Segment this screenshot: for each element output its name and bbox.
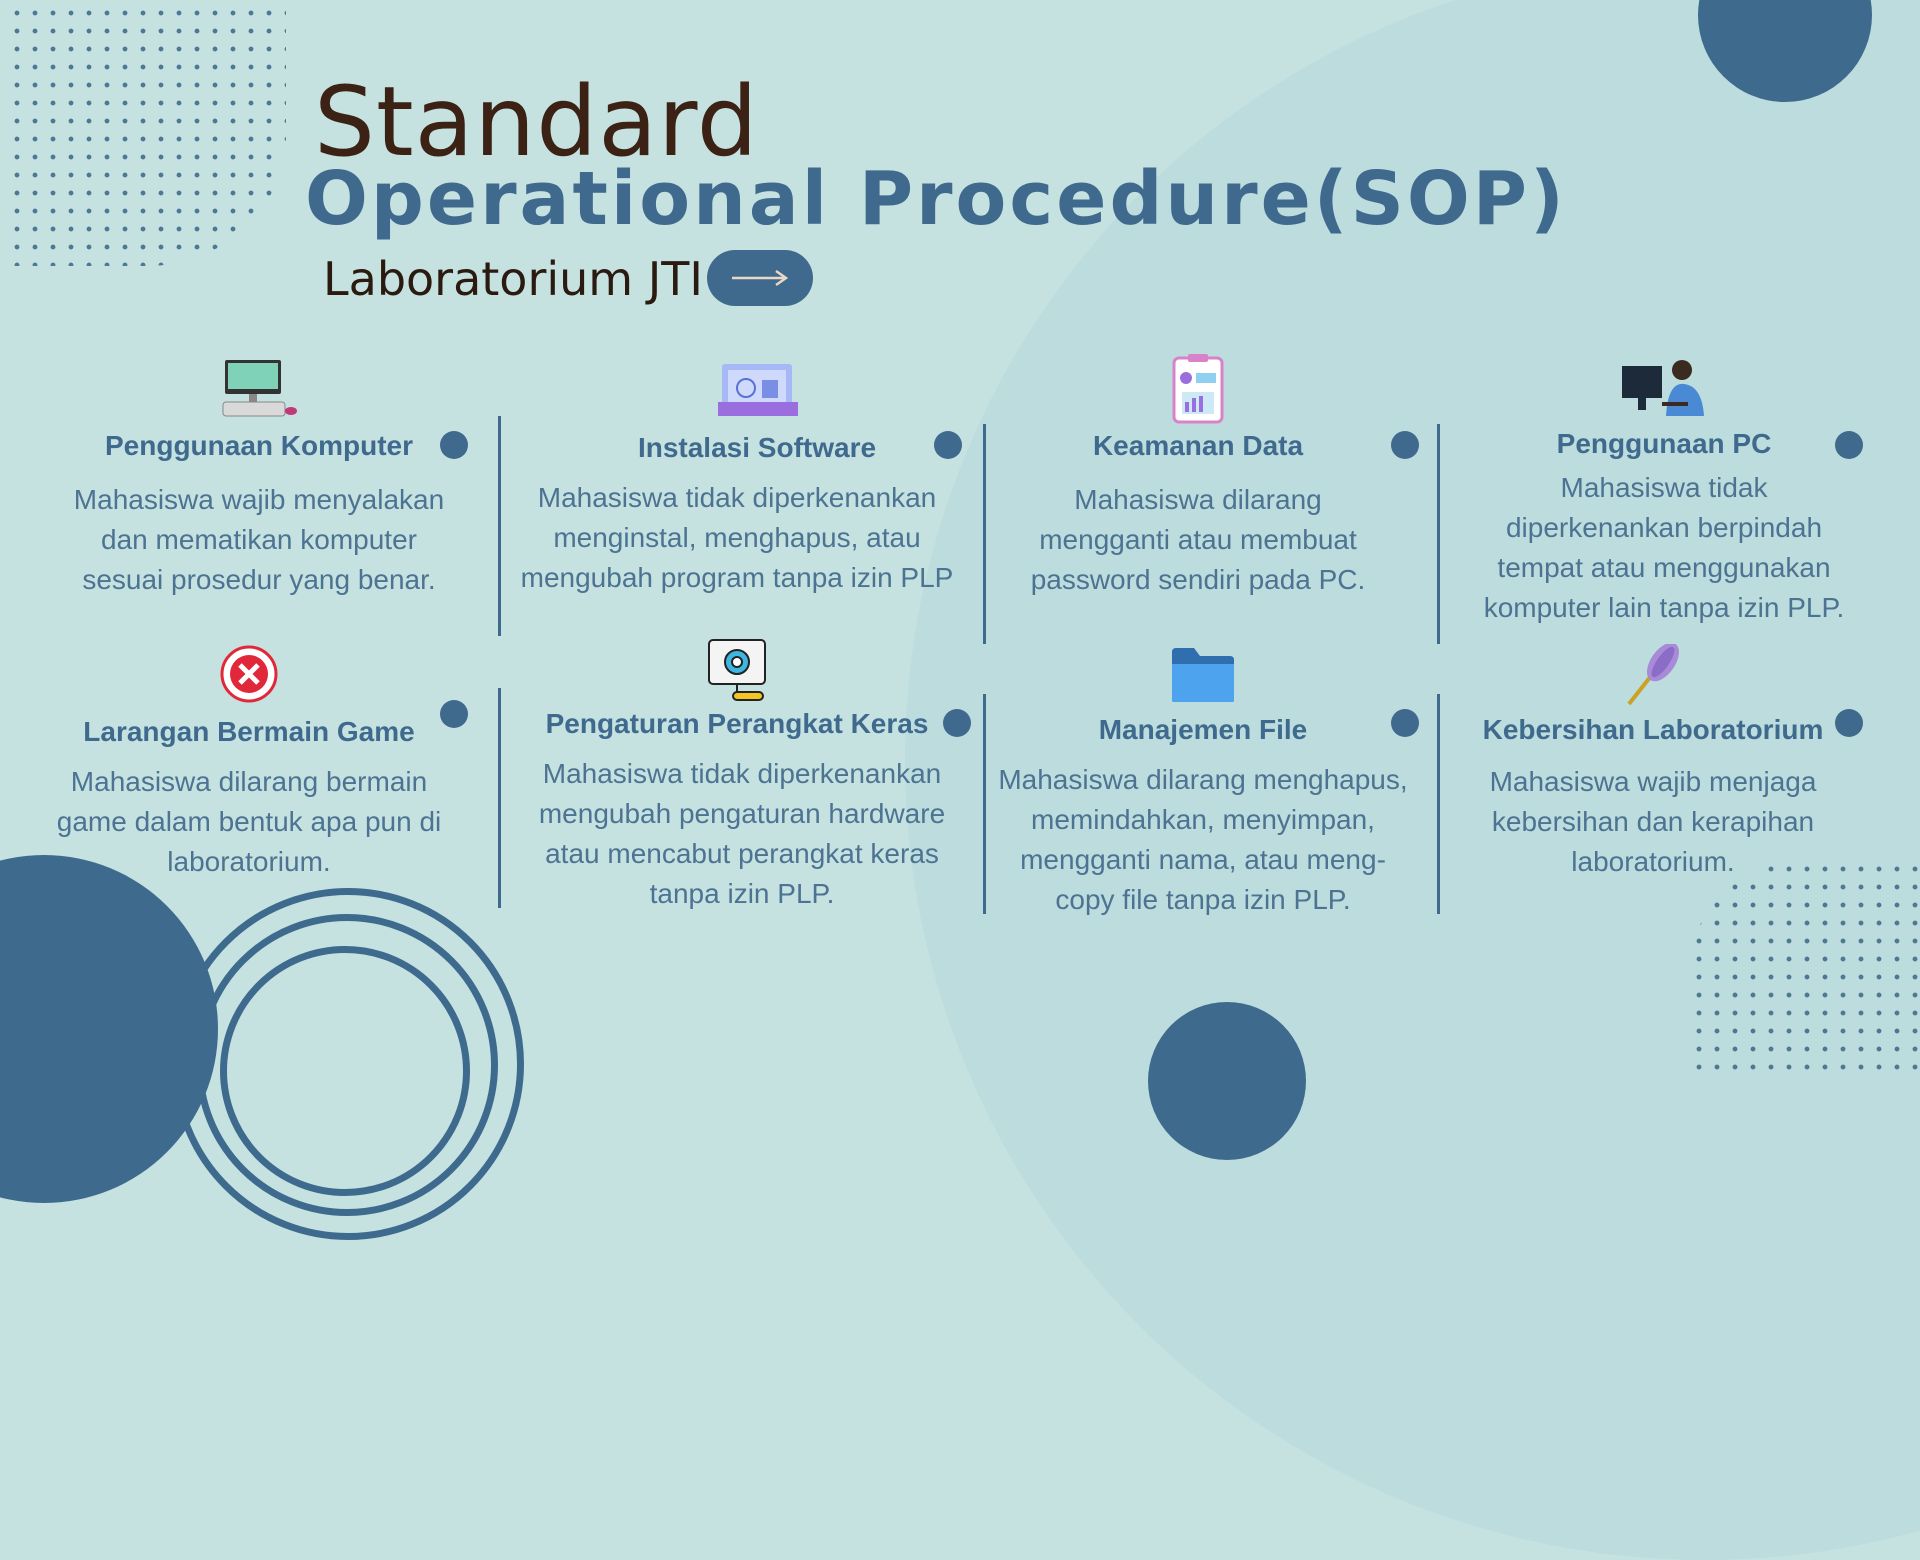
sop-card-computer-usage: Penggunaan Komputer Mahasiswa wajib meny…: [59, 356, 459, 600]
card-title: Penggunaan PC: [1556, 428, 1772, 459]
cleaning-brush-icon: [1627, 644, 1679, 706]
card-description: Mahasiswa dilarang bermain game dalam be…: [56, 766, 442, 877]
arrow-right-icon: [732, 269, 789, 287]
pc-user-icon: [1622, 360, 1704, 416]
divider: [983, 694, 986, 914]
clipboard-report-icon: [1172, 354, 1224, 424]
no-game-icon: [220, 645, 278, 703]
bullet-dot: [1391, 709, 1419, 737]
bullet-dot: [943, 709, 971, 737]
sop-card-software-install: Instalasi Software Mahasiswa tidak diper…: [521, 356, 957, 598]
card-title: Pengaturan Perangkat Keras: [545, 708, 929, 739]
sop-card-lab-cleanliness: Kebersihan Laboratorium Mahasiswa wajib …: [1453, 644, 1853, 882]
bullet-dot: [1835, 709, 1863, 737]
next-button[interactable]: [707, 250, 813, 306]
sop-card-file-management: Manajemen File Mahasiswa dilarang mengha…: [998, 646, 1408, 920]
deco-ring-inner: [220, 946, 470, 1196]
bullet-dot: [440, 431, 468, 459]
card-description: Mahasiswa wajib menyalakan dan mematikan…: [73, 484, 445, 595]
card-title: Larangan Bermain Game: [83, 716, 415, 747]
computer-icon: [222, 360, 297, 417]
dot-pattern-bottom-right: [1690, 860, 1920, 1080]
card-description: Mahasiswa tidak diperkenankan menginstal…: [520, 482, 954, 593]
sop-card-hardware-settings: Pengaturan Perangkat Keras Mahasiswa tid…: [537, 638, 945, 914]
folder-icon: [1172, 648, 1234, 702]
page-title-line2: Operational Procedure(SOP): [305, 156, 1567, 242]
page-title-line1: Standard: [314, 66, 759, 178]
hardware-settings-icon: [708, 639, 766, 701]
card-description: Mahasiswa tidak diperkenankan berpindah …: [1483, 472, 1845, 623]
page-subtitle: Laboratorium JTI: [323, 252, 703, 306]
dot-pattern-top-left: [8, 4, 286, 266]
card-description: Mahasiswa wajib menjaga kebersihan dan k…: [1489, 766, 1817, 877]
sop-card-data-security: Keamanan Data Mahasiswa dilarang menggan…: [998, 352, 1398, 600]
card-description: Mahasiswa dilarang mengganti atau membua…: [1030, 484, 1366, 595]
divider: [498, 416, 501, 636]
divider: [1437, 424, 1440, 644]
sop-card-pc-usage: Penggunaan PC Mahasiswa tidak diperkenan…: [1464, 356, 1864, 628]
divider: [498, 688, 501, 908]
bullet-dot: [440, 700, 468, 728]
deco-circle-bottom-center: [1148, 1002, 1306, 1160]
card-title: Manajemen File: [1098, 714, 1308, 745]
sop-card-no-gaming: Larangan Bermain Game Mahasiswa dilarang…: [49, 644, 449, 882]
card-title: Penggunaan Komputer: [104, 430, 413, 461]
card-description: Mahasiswa dilarang menghapus, memindahka…: [998, 764, 1408, 915]
bullet-dot: [1835, 431, 1863, 459]
divider: [983, 424, 986, 644]
card-description: Mahasiswa tidak diperkenankan mengubah p…: [538, 758, 946, 909]
card-title: Instalasi Software: [637, 432, 877, 463]
bullet-dot: [1391, 431, 1419, 459]
card-title: Kebersihan Laboratorium: [1482, 714, 1824, 745]
software-install-icon: [718, 364, 798, 416]
bullet-dot: [934, 431, 962, 459]
card-title: Keamanan Data: [1092, 430, 1304, 461]
divider: [1437, 694, 1440, 914]
